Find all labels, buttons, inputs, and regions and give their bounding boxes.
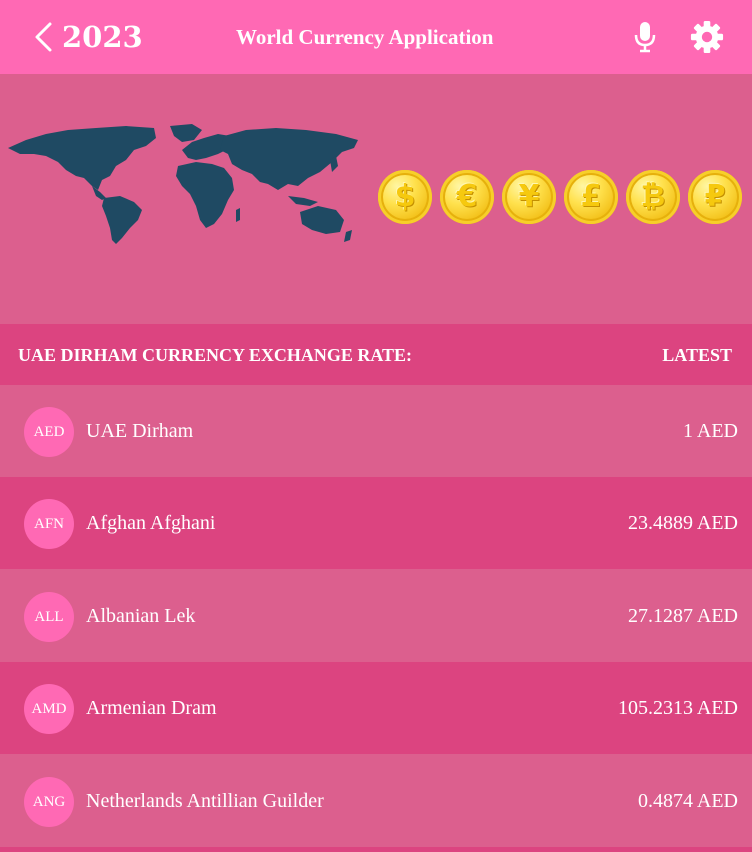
bitcoin-coin-icon: ₿	[626, 170, 680, 224]
currency-name: Netherlands Antillian Guilder	[86, 790, 324, 812]
year-label[interactable]: 2023	[62, 20, 143, 54]
currency-name: Afghan Afghani	[86, 512, 216, 534]
currency-rate: 23.4889 AED	[628, 512, 738, 534]
app-title: World Currency Application	[236, 25, 494, 49]
currency-rate: 1 AED	[683, 420, 738, 442]
euro-coin-icon: €	[440, 170, 494, 224]
currency-row[interactable]: ANG Netherlands Antillian Guilder 0.4874…	[0, 755, 752, 847]
list-header-latest: LATEST	[662, 345, 732, 365]
currency-rate: 27.1287 AED	[628, 605, 738, 627]
currency-code-badge: AED	[24, 407, 74, 457]
currency-row[interactable]: AFN Afghan Afghani 23.4889 AED	[0, 477, 752, 569]
ruble-coin-icon: ₽	[688, 170, 742, 224]
coin-symbol: £	[580, 179, 602, 214]
gear-icon[interactable]	[690, 19, 724, 55]
chevron-left-icon[interactable]	[30, 20, 58, 54]
coin-symbol: $	[394, 179, 416, 214]
list-header-title: UAE DIRHAM CURRENCY EXCHANGE RATE:	[18, 345, 413, 365]
pound-coin-icon: £	[564, 170, 618, 224]
app-bar: 2023 World Currency Application	[0, 0, 752, 74]
currency-name: Armenian Dram	[86, 697, 217, 719]
currency-row-partial	[0, 847, 752, 852]
currency-code-badge: AMD	[24, 684, 74, 734]
currency-row[interactable]: AED UAE Dirham 1 AED	[0, 385, 752, 477]
list-header: UAE DIRHAM CURRENCY EXCHANGE RATE: LATES…	[0, 324, 752, 385]
microphone-icon[interactable]	[632, 20, 658, 54]
currency-name: UAE Dirham	[86, 420, 194, 442]
yen-coin-icon: ¥	[502, 170, 556, 224]
currency-row[interactable]: ALL Albanian Lek 27.1287 AED	[0, 570, 752, 662]
coin-symbol: ¥	[518, 179, 540, 214]
coin-symbol: €	[456, 179, 478, 214]
currency-code-badge: ANG	[24, 777, 74, 827]
coin-symbol: ₿	[640, 179, 666, 214]
currency-code-badge: AFN	[24, 499, 74, 549]
currency-name: Albanian Lek	[86, 605, 196, 627]
world-map-image	[8, 124, 358, 244]
currency-rate: 0.4874 AED	[638, 790, 738, 812]
currency-rate: 105.2313 AED	[618, 697, 738, 719]
currency-code-badge: ALL	[24, 592, 74, 642]
coin-symbol: ₽	[704, 179, 726, 214]
currency-row[interactable]: AMD Armenian Dram 105.2313 AED	[0, 662, 752, 754]
dollar-coin-icon: $	[378, 170, 432, 224]
